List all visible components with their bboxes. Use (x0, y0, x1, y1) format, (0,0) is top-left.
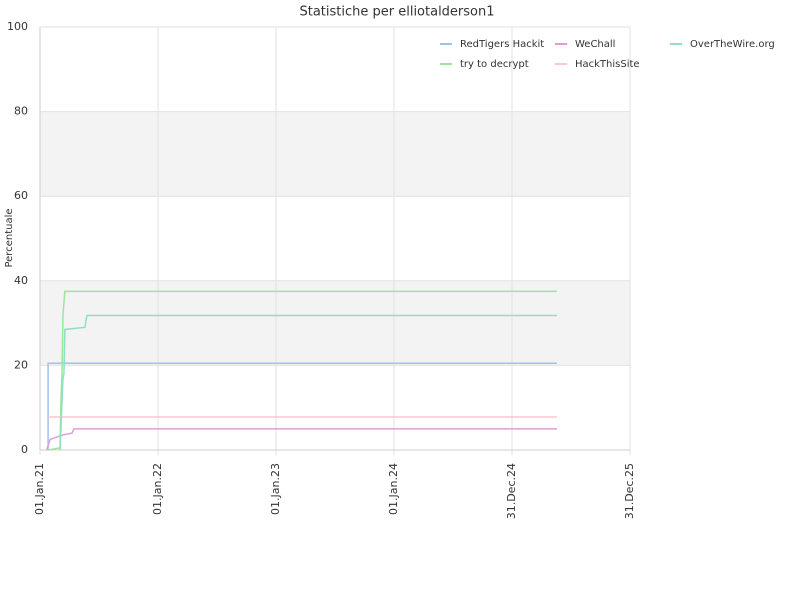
series-line (59, 314, 557, 451)
legend-label: try to decrypt (460, 59, 529, 70)
y-tick-label: 100 (7, 20, 28, 33)
y-axis-label: Percentuale (4, 208, 15, 267)
grid-band (40, 280, 630, 366)
x-tick-label: 01.Jan.22 (151, 463, 164, 515)
y-tick-label: 0 (21, 443, 28, 456)
y-tick-label: 80 (14, 105, 28, 118)
y-tick-label: 60 (14, 189, 28, 202)
series-line (47, 362, 557, 450)
grid-band (40, 111, 630, 197)
series-line (46, 428, 557, 451)
x-tick-label: 31.Dec.24 (505, 463, 518, 519)
y-tick-label: 20 (14, 358, 28, 371)
y-tick-label: 40 (14, 274, 28, 287)
x-tick-label: 01.Jan.24 (387, 463, 400, 515)
x-tick-label: 01.Jan.23 (269, 463, 282, 515)
legend-label: WeChall (575, 39, 615, 50)
legend-label: OverTheWire.org (690, 39, 775, 50)
legend-label: HackThisSite (575, 59, 640, 70)
chart-title: Statistiche per elliotalderson1 (299, 5, 494, 20)
legend-label: RedTigers Hackit (460, 39, 544, 50)
x-tick-label: 01.Jan.21 (33, 463, 46, 515)
x-tick-label: 31.Dec.25 (623, 463, 636, 519)
